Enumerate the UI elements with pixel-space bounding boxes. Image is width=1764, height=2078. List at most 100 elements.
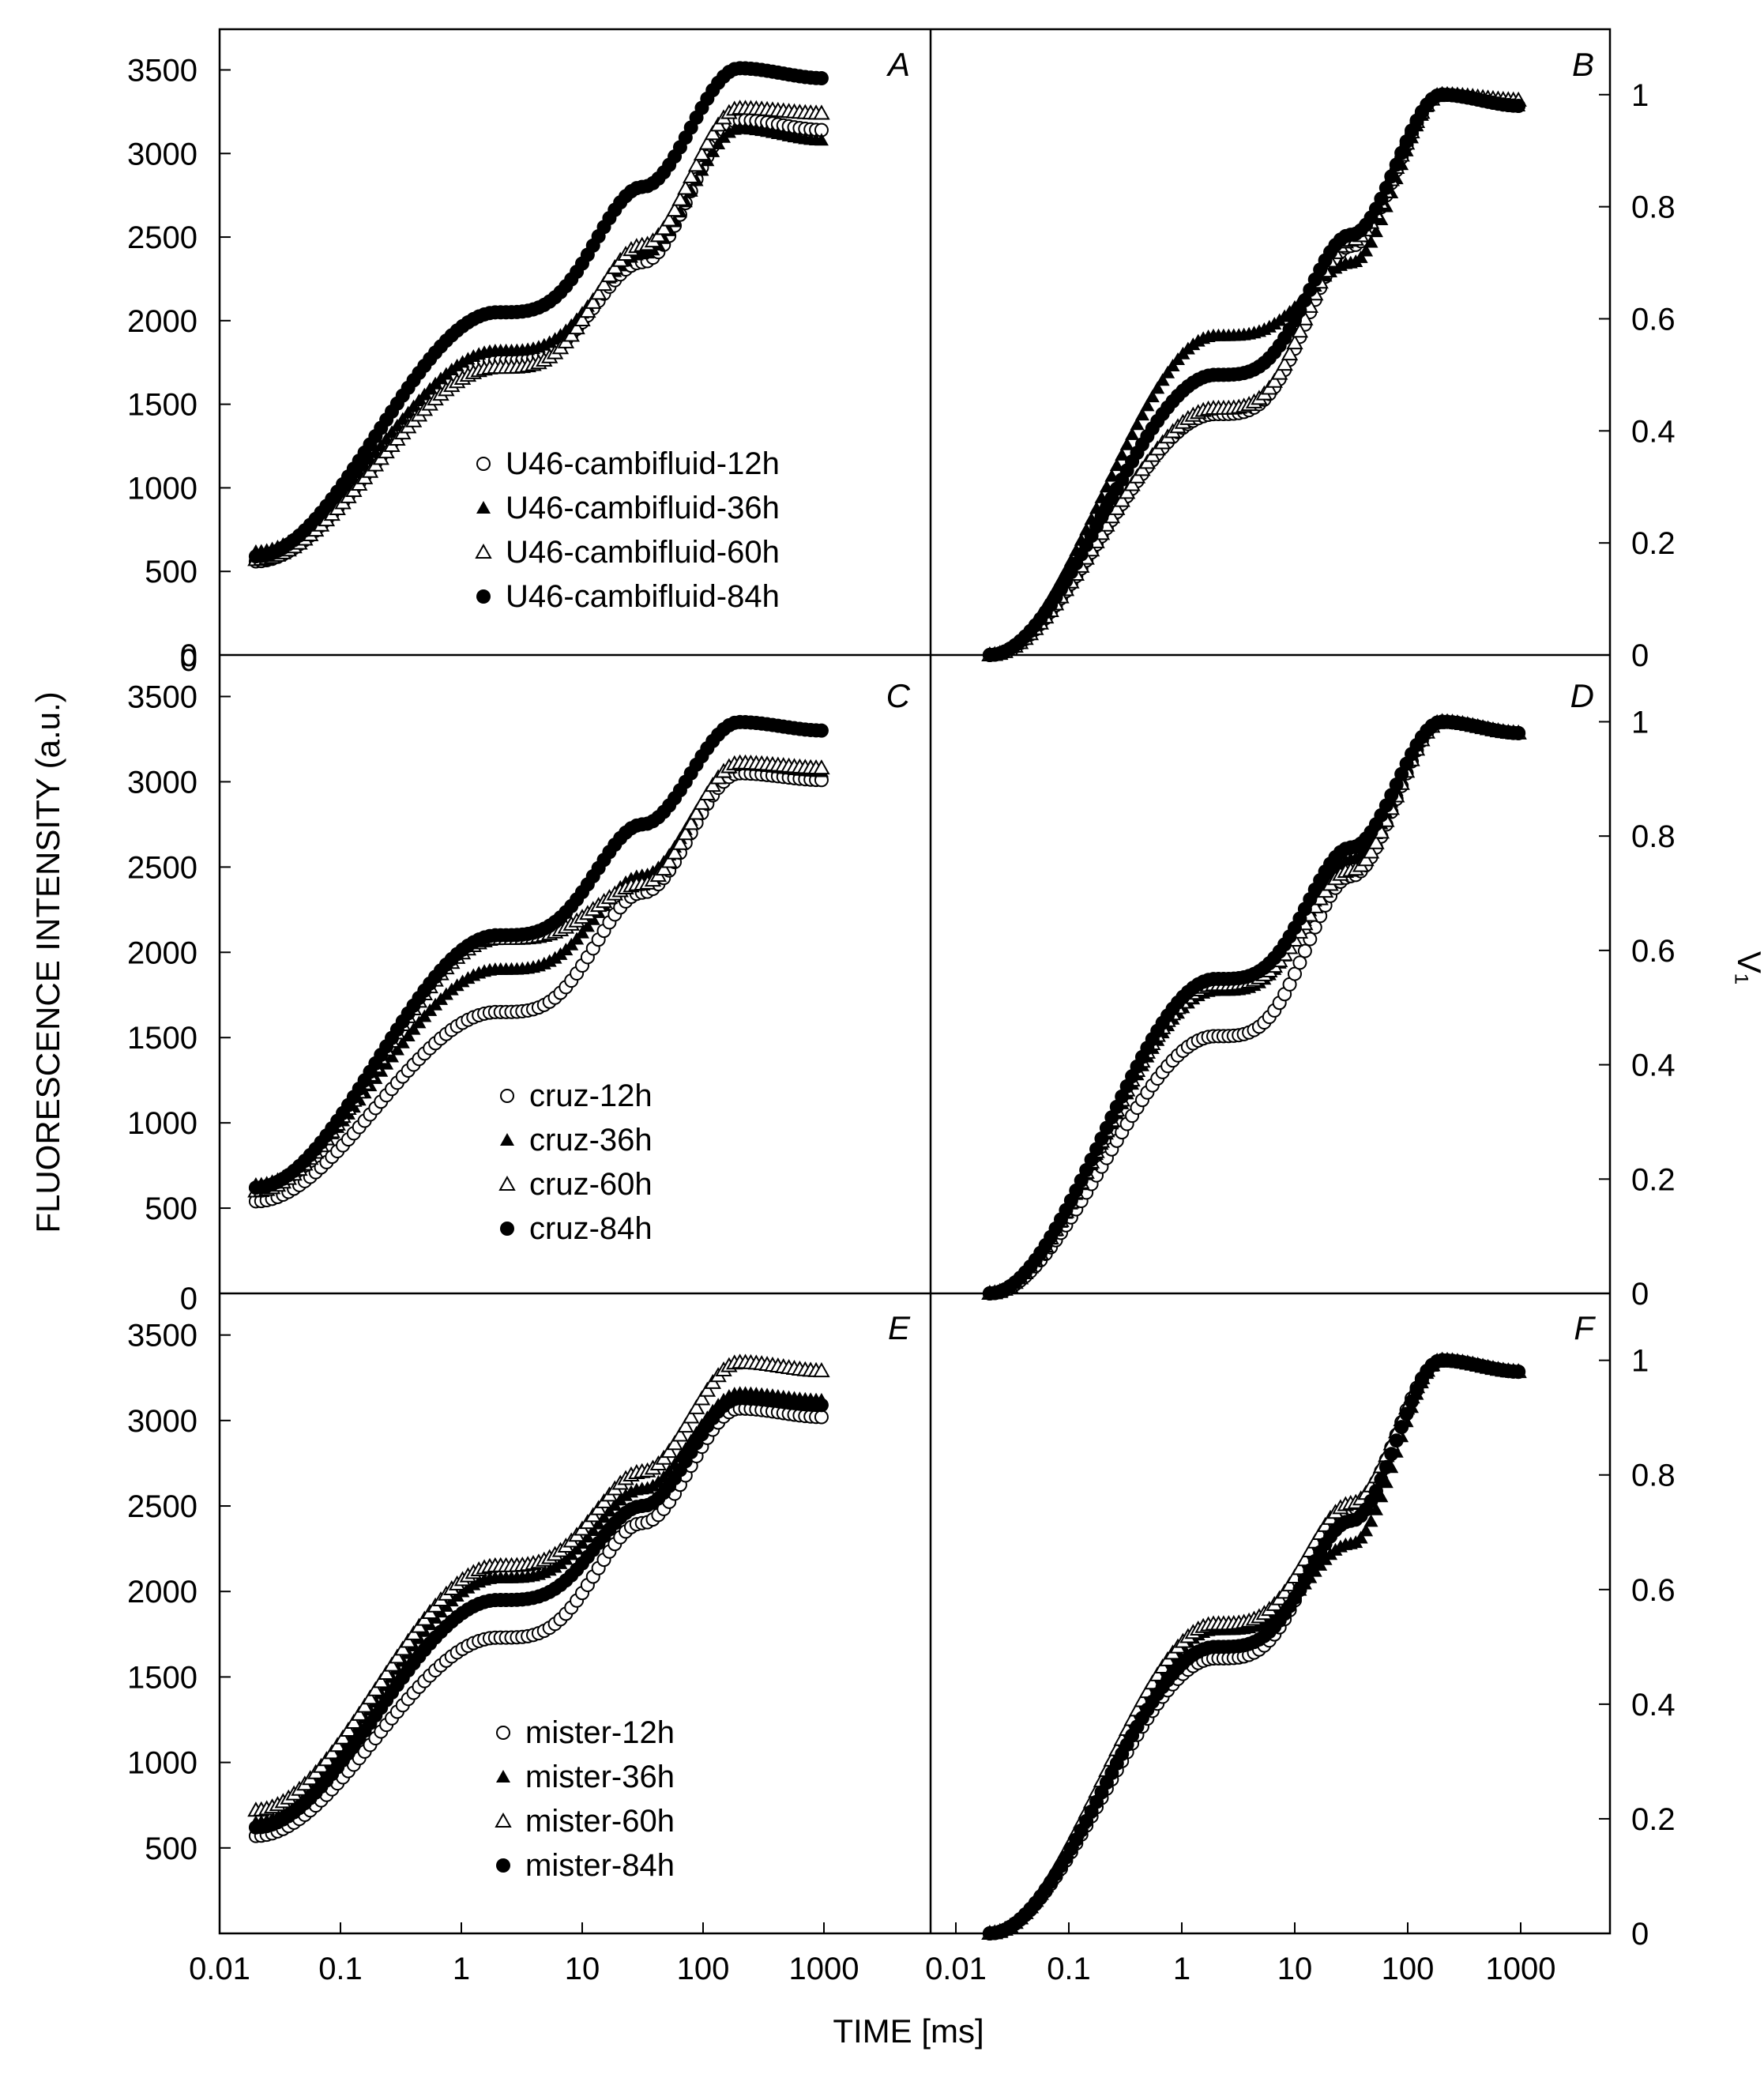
y-tick-label-left: 1000 <box>127 1106 197 1141</box>
data-point <box>1405 1394 1420 1409</box>
data-point <box>1353 1530 1368 1544</box>
y-tick-label-right: 0.2 <box>1631 1802 1676 1837</box>
y-tick-label-left: 500 <box>145 555 197 589</box>
data-point <box>666 844 683 860</box>
data-point <box>1128 468 1146 484</box>
data-point <box>711 136 726 149</box>
data-point <box>671 834 689 850</box>
data-point <box>813 104 830 120</box>
legend-marker <box>500 1133 514 1146</box>
data-point <box>1394 145 1409 160</box>
data-point <box>677 1417 694 1433</box>
legend-marker <box>500 1222 514 1236</box>
data-point <box>600 267 619 283</box>
y-tick-label-right: 0.6 <box>1631 1573 1676 1608</box>
x-tick-label: 0.01 <box>189 1952 250 1986</box>
x-tick-label: 1 <box>453 1952 470 1986</box>
data-point <box>813 759 830 775</box>
data-point <box>1149 1666 1166 1681</box>
data-point <box>575 925 589 939</box>
data-point <box>682 168 700 183</box>
data-point <box>378 1664 395 1680</box>
data-point <box>698 134 717 150</box>
data-point <box>677 179 694 195</box>
data-point <box>1125 427 1140 440</box>
y-tick-label-left: 2000 <box>127 935 197 970</box>
data-point <box>1119 437 1134 450</box>
x-tick-label: 10 <box>565 1952 600 1986</box>
data-point <box>687 156 705 172</box>
data-point <box>355 1697 374 1713</box>
y-tick-label-left: 3500 <box>127 1319 197 1353</box>
data-point <box>693 145 711 161</box>
data-point <box>404 1624 423 1640</box>
legend-entry: mister-84h <box>525 1848 675 1883</box>
data-point <box>372 1673 389 1688</box>
panel-label-a: A <box>886 46 910 83</box>
y-tick-label-left: 0 <box>180 1282 197 1316</box>
data-point <box>1266 372 1283 388</box>
data-point <box>1367 834 1385 849</box>
legend-marker <box>496 1770 510 1782</box>
data-point <box>698 1381 717 1397</box>
y-tick-label-left: 1000 <box>127 1746 197 1781</box>
data-point <box>606 258 624 274</box>
legend-marker <box>476 457 491 471</box>
data-point <box>666 1435 683 1451</box>
data-point <box>383 1656 401 1672</box>
data-point <box>1511 1365 1526 1380</box>
axis-ticks: 050010001500200025003000350000.20.40.60.… <box>127 53 1676 1986</box>
y-tick-label-left: 500 <box>145 1831 197 1866</box>
data-point <box>1399 1406 1414 1421</box>
data-point <box>395 1035 410 1048</box>
data-point <box>585 1523 600 1537</box>
y-axis-title-left: FLUORESCENCE INTENSITY (a.u.) <box>29 691 66 1233</box>
legend-entry: cruz-12h <box>529 1079 653 1113</box>
data-point <box>1384 169 1399 184</box>
y-tick-label-left: 0 <box>180 643 197 678</box>
legend-marker <box>476 501 491 514</box>
data-point <box>585 293 602 309</box>
data-point <box>1155 373 1170 386</box>
data-point <box>1094 1131 1109 1146</box>
plot-frame <box>218 28 1612 1935</box>
y-tick-label-left: 2000 <box>127 304 197 339</box>
data-point <box>399 1632 417 1648</box>
data-point <box>1399 134 1414 149</box>
y-tick-label-right: 0.4 <box>1631 414 1676 449</box>
data-point <box>1374 1472 1389 1487</box>
data-point <box>1281 345 1299 361</box>
data-point <box>1303 932 1318 947</box>
y-tick-label-left: 1000 <box>127 471 197 506</box>
data-point <box>671 190 689 206</box>
x-tick-label: 100 <box>1382 1952 1435 1986</box>
legend-marker <box>496 1726 510 1740</box>
data-point <box>580 919 595 932</box>
data-point <box>542 335 557 348</box>
data-point <box>1099 1120 1114 1135</box>
data-point <box>1357 851 1375 867</box>
data-point <box>1384 1447 1399 1462</box>
data-point <box>1276 1583 1293 1599</box>
legend-marker <box>498 1175 516 1191</box>
data-point <box>704 777 721 792</box>
data-point <box>1145 390 1160 403</box>
x-tick-label: 1000 <box>789 1952 859 1986</box>
panel-label-d: D <box>1570 677 1594 714</box>
y-tick-label-left: 1500 <box>127 388 197 423</box>
data-point <box>580 1530 595 1543</box>
y-tick-label-right: 0.8 <box>1631 190 1676 225</box>
data-point <box>660 211 678 227</box>
y-tick-label-left: 3000 <box>127 765 197 800</box>
data-point <box>1511 725 1526 740</box>
data-point <box>562 326 580 342</box>
data-point <box>589 284 607 300</box>
data-point <box>1384 788 1399 803</box>
data-point <box>655 860 672 876</box>
data-point <box>1292 955 1307 970</box>
legend-marker <box>495 1812 512 1828</box>
data-point <box>1115 447 1130 461</box>
data-point <box>671 1426 689 1442</box>
data-point <box>814 1410 829 1425</box>
y-tick-label-right: 0.4 <box>1631 1688 1676 1722</box>
